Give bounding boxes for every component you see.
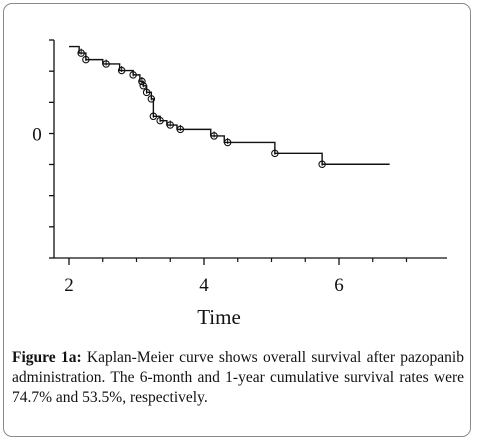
censor-mark: [102, 59, 110, 68]
y-ticks: [49, 39, 54, 259]
censor-mark: [77, 48, 85, 57]
censor-mark: [149, 111, 158, 121]
x-axis-title: Time: [197, 305, 241, 329]
censor-mark: [139, 81, 148, 90]
x-ticks: [68, 258, 408, 265]
censor-mark: [147, 94, 156, 103]
caption-label: Figure 1a:: [12, 349, 82, 366]
x-tick-labels: 2 4 6: [64, 275, 344, 296]
censor-mark: [223, 137, 232, 147]
censor-mark: [142, 87, 151, 97]
x-axis: 2 4 6 Time: [54, 257, 447, 329]
censor-mark: [156, 116, 164, 125]
censor-mark: [166, 120, 175, 129]
x-tick-label: 2: [64, 275, 74, 296]
survival-curve: [69, 45, 390, 165]
censor-mark: [129, 70, 137, 79]
y-axis: 0: [32, 39, 55, 259]
censor-mark: [318, 159, 326, 169]
censor-mark: [210, 131, 218, 140]
x-tick-label: 6: [334, 275, 344, 296]
x-tick-label: 4: [199, 275, 209, 296]
censor-mark: [117, 66, 126, 75]
censor-marks: [77, 48, 326, 169]
figure-caption: Figure 1a: Kaplan-Meier curve shows over…: [12, 348, 464, 408]
censor-mark: [138, 76, 146, 86]
caption-text: Kaplan-Meier curve shows overall surviva…: [12, 349, 464, 406]
figure-panel: [3, 3, 471, 437]
y-tick-label: 0: [32, 125, 42, 146]
km-chart: 0 2 4 6 Time: [32, 39, 447, 329]
censor-mark: [82, 55, 90, 64]
censor-mark: [176, 124, 185, 134]
censor-mark: [271, 148, 279, 158]
